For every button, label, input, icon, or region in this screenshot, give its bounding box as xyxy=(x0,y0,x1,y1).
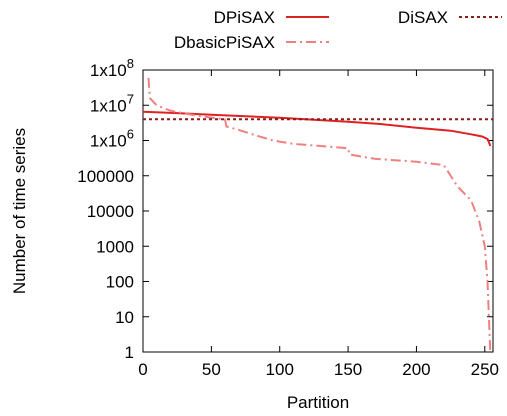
y-tick-label: 1 xyxy=(125,343,134,362)
legend-label: DiSAX xyxy=(398,8,448,27)
legend: DPiSAX DbasicPiSAX DiSAX xyxy=(174,8,502,52)
y-tick-label: 1x108 xyxy=(90,56,134,80)
series-group xyxy=(142,77,493,353)
tick-labels: 0 50 100 150 200 250 1 10 100 1000 10000 100000 1x10… xyxy=(77,56,499,379)
y-axis-title: Number of time series xyxy=(10,128,29,294)
legend-label: DPiSAX xyxy=(214,8,275,27)
ticks xyxy=(142,69,493,353)
plot-frame xyxy=(142,69,494,353)
y-tick-label: 100 xyxy=(106,273,134,292)
x-tick-label: 250 xyxy=(471,360,499,379)
y-tick-label: 10 xyxy=(115,308,134,327)
x-axis-title: Partition xyxy=(287,393,349,412)
legend-label: DbasicPiSAX xyxy=(174,33,275,52)
series-line xyxy=(147,77,492,353)
y-tick-label: 1000 xyxy=(96,237,134,256)
y-tick-label: 1x106 xyxy=(90,127,134,151)
y-tick-label: 10000 xyxy=(87,202,134,221)
y-tick-label: 100000 xyxy=(77,167,134,186)
x-tick-label: 0 xyxy=(138,360,147,379)
series-line xyxy=(142,110,492,147)
y-tick-label: 1x107 xyxy=(90,91,134,115)
x-tick-label: 150 xyxy=(334,360,362,379)
x-tick-label: 200 xyxy=(402,360,430,379)
x-tick-label: 50 xyxy=(202,360,221,379)
x-tick-label: 100 xyxy=(266,360,294,379)
